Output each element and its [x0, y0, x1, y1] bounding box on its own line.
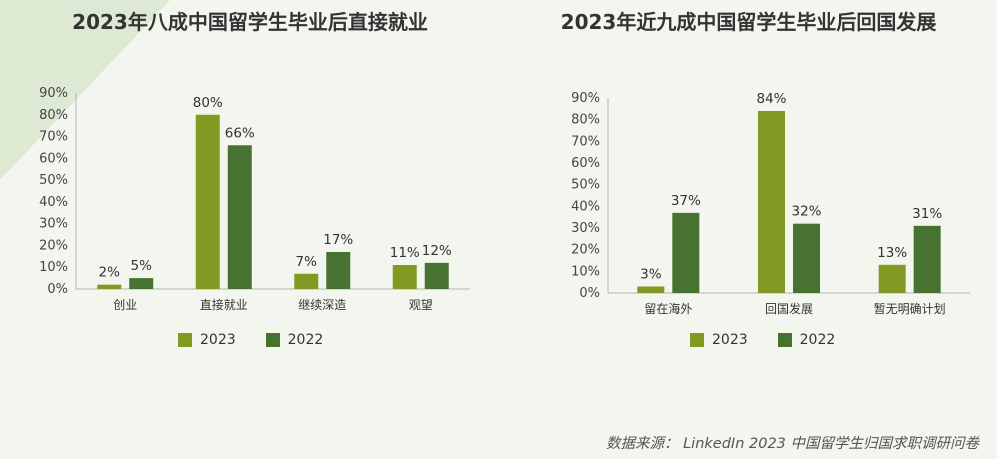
y-tick-label: 60% [571, 156, 600, 171]
bar-2022 [326, 251, 351, 289]
y-tick-label: 20% [571, 243, 600, 258]
x-category-label: 留在海外 [644, 301, 692, 316]
bar-2022 [913, 225, 941, 293]
legend-label: 2022 [287, 332, 324, 348]
data-label: 17% [323, 232, 353, 248]
data-label: 2% [99, 265, 121, 281]
bar-2023 [637, 286, 665, 293]
chart-legend: 2023 2022 [690, 332, 835, 348]
data-label: 12% [422, 243, 452, 259]
bar-2022 [129, 278, 154, 289]
data-label: 7% [296, 254, 318, 270]
y-tick-label: 40% [39, 195, 68, 210]
data-label: 32% [791, 204, 821, 220]
chart-employment: 0%10%20%30%40%50%60%70%80%90%2% 5%创业80%66… [39, 86, 470, 312]
corner-decoration [0, 0, 170, 180]
data-label: 84% [756, 91, 786, 107]
y-tick-label: 10% [39, 260, 68, 275]
x-category-label: 暂无明确计划 [874, 302, 946, 316]
legend-swatch-2022 [777, 333, 792, 347]
data-label: 37% [671, 193, 701, 209]
bar-2022 [227, 145, 252, 289]
chart-panel-return: 2023年近九成中国留学生毕业后回国发展 0% 10% 20% 30% 40% 50% 60… [500, 0, 997, 380]
y-tick-label: 90% [571, 91, 600, 106]
y-tick-label: 30% [39, 217, 68, 232]
y-tick-label: 60% [39, 151, 68, 166]
data-label: 13% [877, 245, 907, 261]
x-category-label: 观望 [409, 298, 433, 312]
bar-2022 [672, 212, 700, 293]
data-source-note: 数据来源： LinkedIn 2023 中国留学生归国求职调研问卷 [605, 436, 979, 452]
data-label: 66% [225, 125, 255, 141]
bar-2023 [392, 265, 417, 289]
y-tick-label: 70% [571, 134, 600, 149]
x-category-label: 创业 [113, 298, 137, 312]
y-tick-label: 0% [579, 286, 600, 301]
legend-label: 2023 [712, 332, 748, 348]
legend-swatch-2023 [690, 333, 704, 347]
data-label: 3% [640, 267, 662, 283]
bar-2022 [793, 223, 820, 293]
legend-label: 2022 [799, 332, 836, 348]
legend-item-2023: 2023 [690, 332, 748, 348]
y-tick-label: 20% [39, 238, 68, 253]
chart-panel-employment: 2023年八成中国留学生毕业后直接就业 0% 10% 20% 30% 40% 50% 60%… [0, 0, 500, 380]
y-tick-label: 90% [39, 86, 68, 101]
legend-item-2023: 2023 [178, 332, 236, 348]
y-tick-label: 40% [571, 199, 600, 214]
bar-2023 [878, 264, 906, 293]
data-label: 11% [390, 245, 420, 261]
data-label: 31% [912, 206, 942, 222]
data-label: 5% [131, 258, 153, 274]
y-tick-label: 30% [571, 221, 600, 236]
y-tick-label: 80% [571, 113, 600, 128]
data-label: 80% [193, 95, 223, 111]
x-category-label: 回国发展 [765, 301, 813, 316]
chart-title: 2023年近九成中国留学生毕业后回国发展 [560, 10, 937, 34]
bar-2023 [195, 114, 220, 290]
y-tick-label: 50% [571, 178, 600, 193]
legend-swatch-2023 [178, 333, 192, 347]
y-tick-label: 0% [47, 282, 68, 297]
chart-return: 0% 10% 20% 30% 40% 50% 60% 70% 80% 90% 3% 37% 留在海外 84… [571, 91, 970, 316]
y-tick-label: 80% [39, 108, 68, 123]
legend-swatch-2022 [265, 333, 280, 347]
bar-2023 [294, 273, 319, 289]
y-tick-label: 50% [39, 173, 68, 188]
bar-2023 [97, 284, 122, 289]
y-tick-label: 10% [571, 264, 600, 279]
y-tick-label: 70% [39, 130, 68, 145]
x-category-label: 继续深造 [298, 298, 346, 312]
chart-title: 2023年八成中国留学生毕业后直接就业 [72, 10, 428, 34]
bar-2023 [758, 111, 785, 293]
chart-legend: 2023 2022 [178, 332, 323, 348]
x-category-label: 直接就业 [200, 297, 248, 312]
legend-item-2022: 2022 [265, 332, 324, 348]
legend-item-2022: 2022 [777, 332, 836, 348]
legend-label: 2023 [200, 332, 236, 348]
bar-2022 [424, 262, 449, 289]
